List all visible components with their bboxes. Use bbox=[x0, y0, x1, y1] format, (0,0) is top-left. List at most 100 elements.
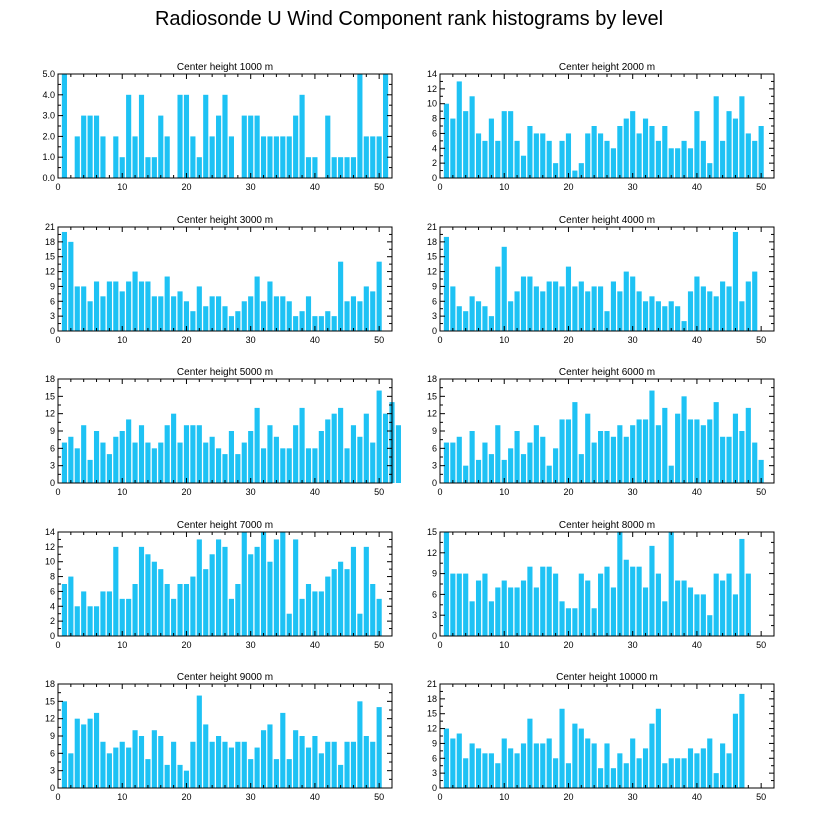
bar bbox=[305, 747, 312, 788]
panel-frame bbox=[439, 378, 775, 484]
y-tick-label: 3 bbox=[432, 610, 437, 620]
bar bbox=[501, 580, 507, 636]
y-tick-label: 9 bbox=[432, 426, 437, 436]
bar bbox=[61, 442, 67, 483]
panel-title: Center height 8000 m bbox=[559, 520, 655, 531]
y-tick-label: 18 bbox=[45, 237, 55, 247]
bar bbox=[598, 286, 604, 331]
bar bbox=[81, 425, 87, 483]
bar bbox=[726, 111, 732, 178]
bar bbox=[305, 157, 312, 178]
bar bbox=[338, 407, 344, 483]
bar bbox=[119, 431, 125, 483]
bar bbox=[132, 730, 138, 788]
bar bbox=[585, 738, 591, 788]
bar bbox=[158, 442, 164, 483]
bar bbox=[501, 246, 507, 331]
bar bbox=[649, 296, 655, 331]
bar bbox=[113, 747, 119, 788]
bar bbox=[572, 723, 578, 788]
bar bbox=[260, 301, 267, 331]
bar bbox=[145, 759, 151, 788]
bar bbox=[450, 738, 456, 788]
bar bbox=[151, 157, 157, 178]
x-tick-label: 30 bbox=[628, 335, 638, 345]
bar bbox=[87, 301, 93, 331]
bar bbox=[126, 419, 132, 483]
panel-5: Center height 5000 m 0 3 6 9 12 15 18 0 10 20 30 40 5… bbox=[45, 367, 401, 497]
x-tick-label: 50 bbox=[374, 487, 384, 497]
x-tick-label: 40 bbox=[692, 792, 702, 802]
bar bbox=[344, 157, 350, 178]
bar bbox=[132, 136, 138, 178]
bar bbox=[463, 573, 469, 636]
y-tick-label: 0 bbox=[50, 631, 55, 641]
bar bbox=[325, 576, 331, 636]
bar bbox=[739, 693, 745, 788]
bar bbox=[578, 454, 584, 483]
panel-3: Center height 3000 m 0 3 6 9 12 15 18 21 0 10 20 30 4… bbox=[45, 215, 393, 345]
bar bbox=[520, 454, 527, 483]
bar bbox=[720, 580, 726, 636]
bar bbox=[482, 140, 488, 178]
y-tick-label: 6 bbox=[50, 748, 55, 758]
bar bbox=[668, 148, 674, 178]
bar bbox=[495, 587, 501, 636]
bar bbox=[559, 708, 565, 788]
y-tick-label: 0 bbox=[50, 783, 55, 793]
bar bbox=[331, 413, 337, 483]
bar bbox=[681, 140, 687, 178]
x-tick-label: 40 bbox=[692, 182, 702, 192]
y-tick-label: 9 bbox=[432, 738, 437, 748]
y-tick-label: 15 bbox=[45, 696, 55, 706]
y-tick-label: 18 bbox=[427, 374, 437, 384]
bar bbox=[488, 753, 494, 788]
bar bbox=[132, 584, 138, 636]
bar bbox=[739, 96, 745, 178]
bar bbox=[585, 413, 591, 483]
bar bbox=[572, 608, 578, 636]
panel-7: Center height 7000 m 0 2 4 6 8 10 12 14 0 10 20 30 40… bbox=[45, 520, 393, 650]
bar bbox=[267, 281, 273, 331]
bar bbox=[745, 281, 751, 331]
bar bbox=[151, 296, 157, 331]
bar bbox=[273, 136, 279, 178]
bar bbox=[598, 133, 604, 178]
bar bbox=[325, 419, 331, 483]
y-tick-label: 2 bbox=[432, 158, 437, 168]
bar bbox=[642, 748, 649, 788]
bar bbox=[305, 584, 312, 636]
bar bbox=[376, 707, 382, 788]
y-tick-label: 0 bbox=[432, 631, 437, 641]
bar bbox=[293, 539, 299, 636]
bar bbox=[126, 747, 132, 788]
x-tick-label: 50 bbox=[756, 640, 766, 650]
x-tick-label: 30 bbox=[628, 487, 638, 497]
bar bbox=[344, 301, 350, 331]
bar bbox=[74, 286, 80, 331]
bar bbox=[540, 436, 546, 483]
bar bbox=[312, 448, 318, 483]
bar bbox=[370, 584, 376, 636]
bar bbox=[222, 454, 228, 483]
bar bbox=[145, 281, 151, 331]
bar bbox=[553, 573, 559, 636]
y-tick-label: 4 bbox=[432, 143, 437, 153]
x-tick-label: 50 bbox=[374, 792, 384, 802]
bar bbox=[450, 118, 456, 178]
bar bbox=[739, 538, 745, 636]
bar bbox=[190, 741, 196, 788]
bar bbox=[81, 591, 87, 636]
y-tick-label: 12 bbox=[427, 84, 437, 94]
bar bbox=[126, 598, 132, 636]
bar bbox=[286, 759, 292, 788]
bar bbox=[357, 301, 363, 331]
bar bbox=[87, 606, 93, 636]
bar bbox=[694, 753, 700, 788]
y-tick-label: 14 bbox=[45, 527, 55, 537]
bar bbox=[591, 442, 597, 483]
bar bbox=[338, 764, 344, 788]
bar bbox=[610, 148, 616, 178]
bar bbox=[119, 598, 125, 636]
bar bbox=[241, 741, 247, 788]
